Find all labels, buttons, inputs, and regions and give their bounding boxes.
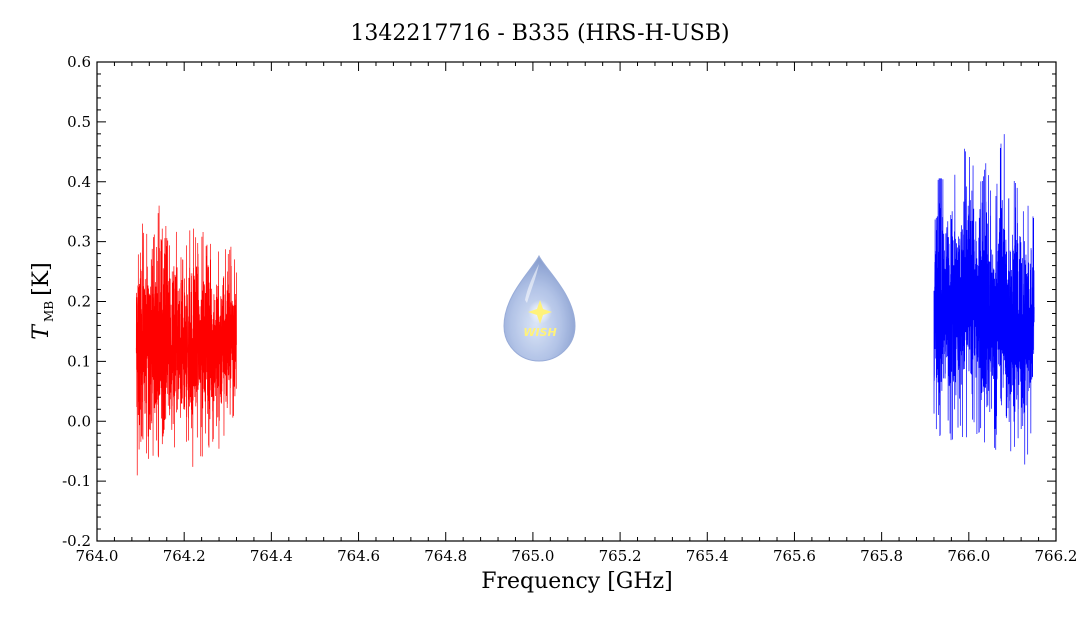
- y-tick-label: 0.4: [67, 173, 91, 191]
- axis-ticks: 764.0 764.2 764.4 764.6 764.8 765.0 765.2 765.4…: [62, 53, 1077, 565]
- x-tick-label: 765.2: [599, 547, 642, 565]
- y-axis-label: TMB [K]: [29, 262, 56, 339]
- data-series: [135, 134, 1035, 476]
- y-tick-label: 0.2: [67, 293, 91, 311]
- y-tick-label: 0.1: [67, 352, 91, 370]
- x-tick-label: 765.8: [860, 547, 903, 565]
- y-tick-label: -0.1: [62, 472, 91, 490]
- x-axis-label: Frequency [GHz]: [481, 569, 673, 594]
- chart-title: 1342217716 - B335 (HRS-H-USB): [350, 21, 729, 46]
- x-tick-label: 764.4: [250, 547, 293, 565]
- x-tick-label: 764.8: [424, 547, 467, 565]
- spectrum-series-2: [933, 134, 1035, 465]
- x-tick-label: 765.0: [511, 547, 554, 565]
- y-axis-label-main: T: [29, 323, 54, 340]
- y-tick-label: 0.3: [67, 233, 91, 251]
- y-tick-label: -0.2: [62, 532, 91, 550]
- y-axis-label-sub: MB: [42, 301, 56, 322]
- x-tick-label: 765.4: [686, 547, 729, 565]
- x-tick-label: 764.6: [337, 547, 380, 565]
- y-tick-label: 0.0: [67, 412, 91, 430]
- svg-text:TMB[K]: TMB [K]: [29, 262, 56, 339]
- x-tick-label: 764.2: [163, 547, 206, 565]
- x-tick-label: 765.6: [773, 547, 816, 565]
- x-tick-label: 764.0: [76, 547, 119, 565]
- spectrum-series-1: [135, 205, 237, 476]
- y-tick-label: 0.5: [67, 113, 91, 131]
- y-axis-label-unit: [K]: [29, 262, 54, 296]
- x-tick-label: 766.0: [947, 547, 990, 565]
- star-icon: [528, 300, 552, 324]
- wish-droplet-logo: WISH: [503, 254, 576, 362]
- y-tick-label: 0.6: [67, 53, 91, 71]
- x-tick-label: 766.2: [1035, 547, 1078, 565]
- logo-text: WISH: [523, 326, 556, 339]
- plot-frame: [96, 61, 1057, 542]
